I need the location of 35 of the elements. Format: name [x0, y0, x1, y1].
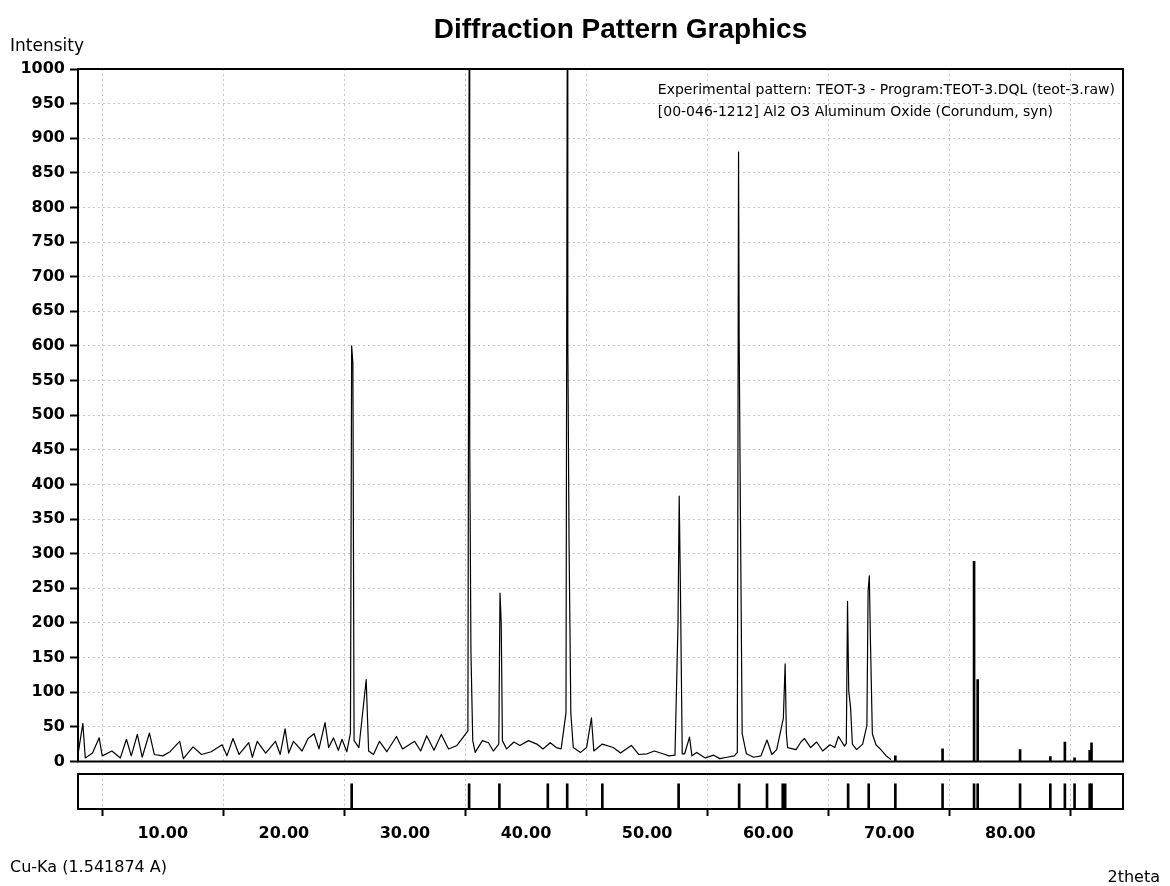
y-tick-label: 600	[31, 335, 65, 355]
y-tick-label: 950	[31, 92, 65, 112]
y-tick-label: 200	[31, 612, 65, 632]
annotation: [00-046-1212] Al2 O3 Aluminum Oxide (Corundum, syn)	[657, 102, 1053, 119]
y-tick-label: 650	[31, 300, 65, 320]
x-tick-label: 10.00	[137, 822, 189, 842]
y-tick-label: 350	[31, 508, 65, 528]
y-tick-label: 400	[31, 473, 65, 493]
y-tick-label: 0	[53, 750, 65, 770]
y-tick-label: 500	[31, 404, 65, 424]
y-tick-label: 850	[31, 162, 65, 182]
x-tick-label: 20.00	[258, 822, 310, 842]
y-tick-label: 250	[31, 577, 65, 597]
x-tick-label: 50.00	[621, 822, 673, 842]
x-axis-title: 2theta	[1107, 867, 1160, 886]
y-tick-label: 800	[31, 196, 65, 216]
x-tick-label: 70.00	[863, 822, 915, 842]
text: Cu-Ka (1.541874 A)	[10, 857, 168, 876]
x-tick-label: 80.00	[985, 822, 1036, 842]
y-tick-label: 50	[42, 715, 65, 735]
y-axis-title: Intensity	[10, 35, 84, 56]
x-tick-label: 30.00	[379, 822, 431, 842]
y-tick-label: 1000	[20, 58, 65, 78]
y-tick-label: 550	[31, 369, 65, 389]
y-tick-label: 900	[31, 127, 65, 147]
y-tick-label: 150	[31, 646, 65, 666]
annotation: Experimental pattern: TEOT-3 - Program:TEOT-3.DQL (teot-3.raw)	[657, 80, 1115, 97]
y-tick-label: 700	[31, 265, 65, 285]
y-tick-label: 750	[31, 231, 65, 251]
y-tick-label: 300	[31, 542, 65, 562]
chart-title: Diffraction Pattern Graphics	[433, 12, 808, 44]
x-tick-label: 60.00	[742, 822, 794, 842]
y-tick-label: 100	[31, 681, 65, 701]
x-tick-label: 40.00	[500, 822, 552, 842]
y-tick-label: 450	[31, 438, 65, 458]
